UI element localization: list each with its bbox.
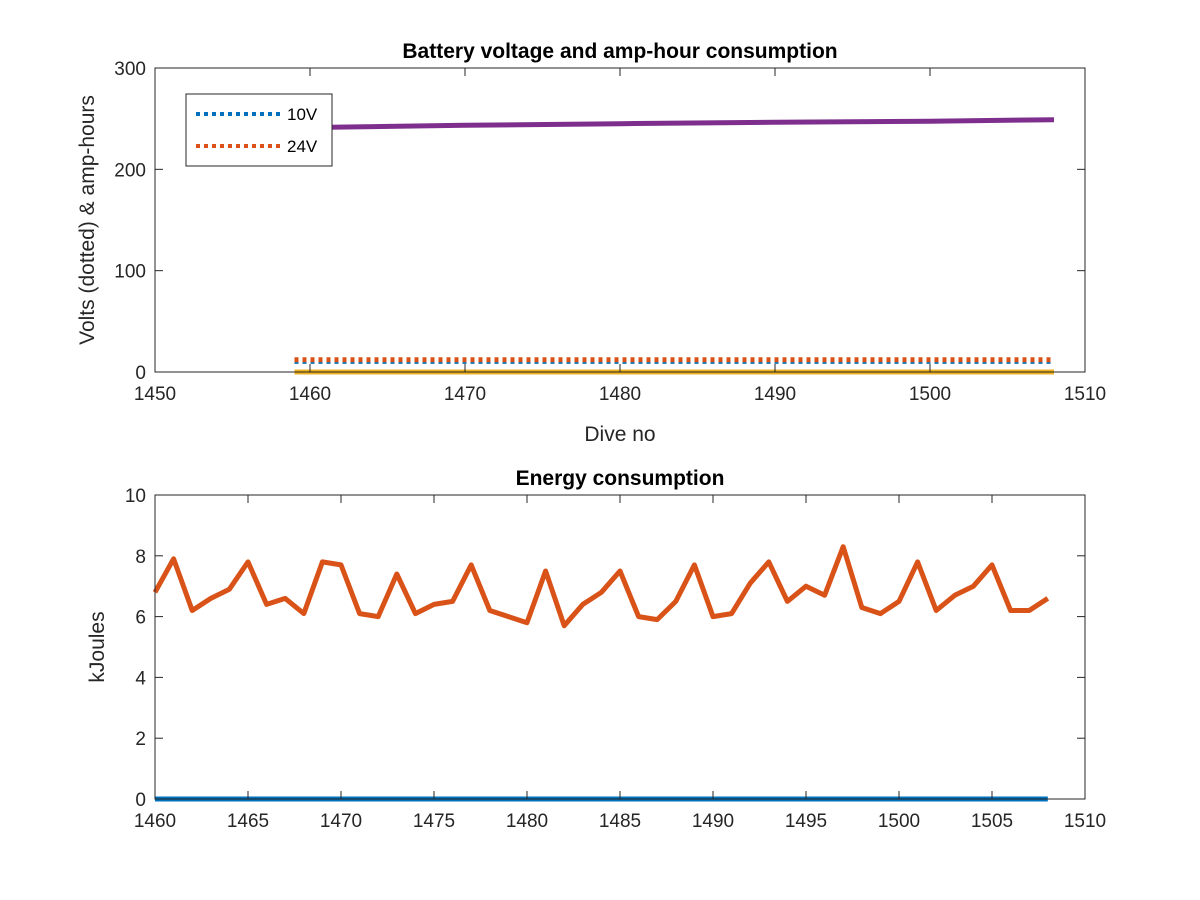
x-tick-label: 1505	[971, 811, 1013, 832]
bottom-chart-title: Energy consumption	[516, 467, 725, 490]
x-tick-label: 1480	[506, 811, 548, 832]
y-tick-label: 10	[125, 486, 146, 507]
top-y-axis-label: Volts (dotted) & amp-hours	[76, 95, 99, 345]
y-tick-label: 200	[114, 160, 146, 181]
bottom-y-axis-label: kJoules	[86, 611, 109, 682]
legend-entry-10v: 10V	[287, 105, 318, 124]
legend-box	[185, 93, 333, 167]
legend-entry-24v: 24V	[287, 137, 318, 156]
y-tick-label: 4	[135, 668, 146, 689]
x-tick-label: 1450	[134, 384, 176, 405]
top-ticks: 1450 1460 1470 1480 1490 1500 1510 0 100 200 300	[114, 59, 1106, 405]
bottom-ticks: 1460 1465 1470 1475 1480 1485 1490 1495 1500 1505…	[125, 486, 1106, 832]
y-tick-label: 2	[135, 729, 146, 750]
y-tick-label: 100	[114, 262, 146, 283]
x-tick-label: 1470	[444, 384, 486, 405]
top-x-axis-label: Dive no	[584, 423, 655, 446]
y-tick-label: 0	[135, 790, 146, 811]
y-tick-label: 0	[135, 363, 146, 384]
x-tick-label: 1510	[1064, 811, 1106, 832]
x-tick-label: 1495	[785, 811, 827, 832]
series-line-3	[294, 117, 1055, 131]
y-tick-label: 8	[135, 547, 146, 568]
x-tick-label: 1500	[909, 384, 951, 405]
x-tick-label: 1460	[134, 811, 176, 832]
x-tick-label: 1485	[599, 811, 641, 832]
x-tick-label: 1475	[413, 811, 455, 832]
series-line-0	[152, 544, 1050, 629]
y-tick-label: 6	[135, 608, 146, 629]
x-tick-label: 1500	[878, 811, 920, 832]
x-tick-label: 1470	[320, 811, 362, 832]
top-chart-title: Battery voltage and amp-hour consumption	[402, 40, 837, 63]
x-tick-label: 1465	[227, 811, 269, 832]
legend: 10V 24V	[185, 93, 333, 167]
energy-subplot: 1460 1465 1470 1475 1480 1485 1490 1495 1500 1505…	[86, 467, 1106, 832]
x-tick-label: 1480	[599, 384, 641, 405]
x-tick-label: 1510	[1064, 384, 1106, 405]
voltage-subplot: 1450 1460 1470 1480 1490 1500 1510 0 100 200 300 B…	[76, 40, 1106, 446]
x-tick-label: 1490	[754, 384, 796, 405]
x-tick-label: 1490	[692, 811, 734, 832]
x-tick-label: 1460	[289, 384, 331, 405]
y-tick-label: 300	[114, 59, 146, 80]
